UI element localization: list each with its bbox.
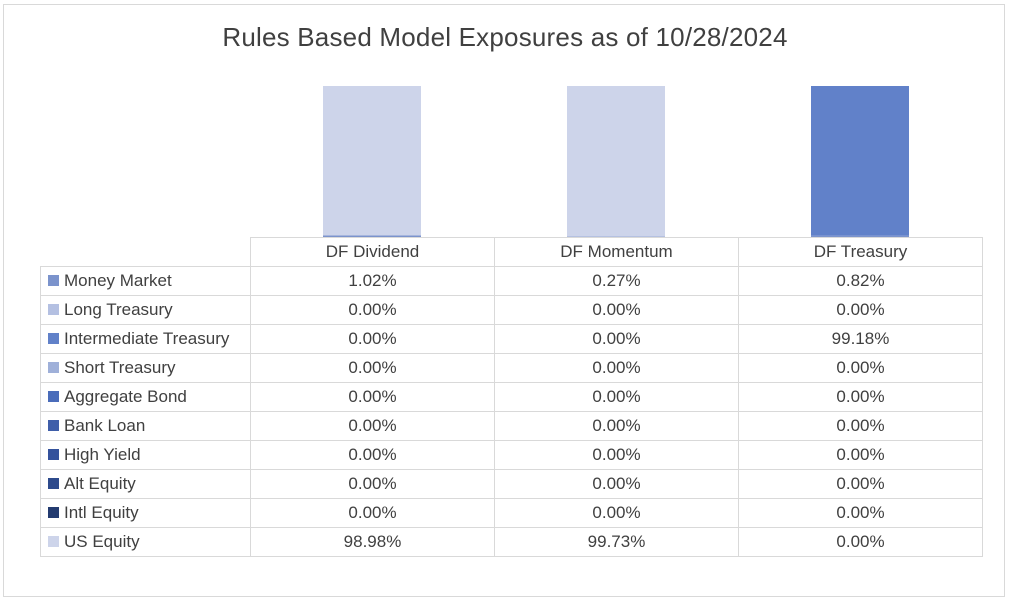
data-label-intermediate-treasury-df-treasury: 99.18% xyxy=(738,324,983,354)
data-label-short-treasury-df-dividend: 0.00% xyxy=(250,353,495,383)
legend-label: Long Treasury xyxy=(64,300,173,319)
legend-label: High Yield xyxy=(64,445,141,464)
legend-entry-high-yield: High Yield xyxy=(40,440,251,470)
data-table: DF Dividend DF Momentum DF Treasury Money … xyxy=(40,237,983,557)
legend-label: Money Market xyxy=(64,271,172,290)
bar-df-momentum-us-equity xyxy=(567,86,665,237)
legend-swatch-icon xyxy=(48,420,59,431)
data-label-money-market-df-dividend: 1.02% xyxy=(250,266,495,296)
legend-entry-long-treasury: Long Treasury xyxy=(40,295,251,325)
data-label-intermediate-treasury-df-momentum: 0.00% xyxy=(494,324,739,354)
data-label-intl-equity-df-treasury: 0.00% xyxy=(738,498,983,528)
legend-entry-us-equity: US Equity xyxy=(40,527,251,557)
category-label-df-treasury: DF Treasury xyxy=(738,237,983,267)
data-label-bank-loan-df-momentum: 0.00% xyxy=(494,411,739,441)
table-row: Short Treasury 0.00% 0.00% 0.00% xyxy=(40,353,983,383)
legend-entry-alt-equity: Alt Equity xyxy=(40,469,251,499)
data-label-short-treasury-df-momentum: 0.00% xyxy=(494,353,739,383)
data-label-intl-equity-df-momentum: 0.00% xyxy=(494,498,739,528)
data-label-high-yield-df-treasury: 0.00% xyxy=(738,440,983,470)
data-label-long-treasury-df-dividend: 0.00% xyxy=(250,295,495,325)
legend-swatch-icon xyxy=(48,507,59,518)
legend-entry-bank-loan: Bank Loan xyxy=(40,411,251,441)
bar-df-dividend-us-equity xyxy=(323,86,421,236)
data-label-bank-loan-df-treasury: 0.00% xyxy=(738,411,983,441)
data-label-long-treasury-df-treasury: 0.00% xyxy=(738,295,983,325)
data-label-short-treasury-df-treasury: 0.00% xyxy=(738,353,983,383)
data-label-aggregate-bond-df-treasury: 0.00% xyxy=(738,382,983,412)
data-label-aggregate-bond-df-dividend: 0.00% xyxy=(250,382,495,412)
data-label-intl-equity-df-dividend: 0.00% xyxy=(250,498,495,528)
legend-swatch-icon xyxy=(48,536,59,547)
legend-swatch-icon xyxy=(48,391,59,402)
table-row: Aggregate Bond 0.00% 0.00% 0.00% xyxy=(40,382,983,412)
table-row: Money Market 1.02% 0.27% 0.82% xyxy=(40,266,983,296)
data-label-us-equity-df-momentum: 99.73% xyxy=(494,527,739,557)
bar-df-dividend-money-market xyxy=(323,235,421,237)
legend-label: Aggregate Bond xyxy=(64,387,187,406)
legend-entry-intl-equity: Intl Equity xyxy=(40,498,251,528)
table-row: High Yield 0.00% 0.00% 0.00% xyxy=(40,440,983,470)
category-label-df-momentum: DF Momentum xyxy=(494,237,739,267)
legend-entry-short-treasury: Short Treasury xyxy=(40,353,251,383)
legend-label: US Equity xyxy=(64,532,140,551)
data-label-money-market-df-treasury: 0.82% xyxy=(738,266,983,296)
chart-title: Rules Based Model Exposures as of 10/28/… xyxy=(222,22,788,52)
legend-swatch-icon xyxy=(48,478,59,489)
legend-entry-intermediate-treasury: Intermediate Treasury xyxy=(40,324,251,354)
data-label-intermediate-treasury-df-dividend: 0.00% xyxy=(250,324,495,354)
bar-df-momentum-money-market xyxy=(567,236,665,238)
legend-label: Bank Loan xyxy=(64,416,146,435)
bar-df-treasury-intermediate-treasury xyxy=(811,86,909,236)
table-row: US Equity 98.98% 99.73% 0.00% xyxy=(40,527,983,557)
data-label-us-equity-df-dividend: 98.98% xyxy=(250,527,495,557)
bar-df-treasury-money-market xyxy=(811,235,909,237)
data-label-long-treasury-df-momentum: 0.00% xyxy=(494,295,739,325)
legend-entry-money-market: Money Market xyxy=(40,266,251,296)
legend-label: Intl Equity xyxy=(64,503,139,522)
legend-swatch-icon xyxy=(48,362,59,373)
legend-label: Alt Equity xyxy=(64,474,136,493)
table-row: Alt Equity 0.00% 0.00% 0.00% xyxy=(40,469,983,499)
data-label-alt-equity-df-treasury: 0.00% xyxy=(738,469,983,499)
legend-label: Intermediate Treasury xyxy=(64,329,230,348)
data-label-bank-loan-df-dividend: 0.00% xyxy=(250,411,495,441)
legend-swatch-icon xyxy=(48,449,59,460)
table-row: Intermediate Treasury 0.00% 0.00% 99.18% xyxy=(40,324,983,354)
legend-label: Short Treasury xyxy=(64,358,176,377)
data-label-aggregate-bond-df-momentum: 0.00% xyxy=(494,382,739,412)
category-label-df-dividend: DF Dividend xyxy=(250,237,495,267)
table-row: Bank Loan 0.00% 0.00% 0.00% xyxy=(40,411,983,441)
table-row: Intl Equity 0.00% 0.00% 0.00% xyxy=(40,498,983,528)
data-label-high-yield-df-momentum: 0.00% xyxy=(494,440,739,470)
table-header-row: DF Dividend DF Momentum DF Treasury xyxy=(40,237,983,267)
table-row: Long Treasury 0.00% 0.00% 0.00% xyxy=(40,295,983,325)
legend-swatch-icon xyxy=(48,333,59,344)
legend-entry-aggregate-bond: Aggregate Bond xyxy=(40,382,251,412)
data-label-us-equity-df-treasury: 0.00% xyxy=(738,527,983,557)
data-label-alt-equity-df-momentum: 0.00% xyxy=(494,469,739,499)
data-label-alt-equity-df-dividend: 0.00% xyxy=(250,469,495,499)
legend-swatch-icon xyxy=(48,275,59,286)
data-label-money-market-df-momentum: 0.27% xyxy=(494,266,739,296)
legend-swatch-icon xyxy=(48,304,59,315)
data-label-high-yield-df-dividend: 0.00% xyxy=(250,440,495,470)
table-corner xyxy=(40,237,251,267)
